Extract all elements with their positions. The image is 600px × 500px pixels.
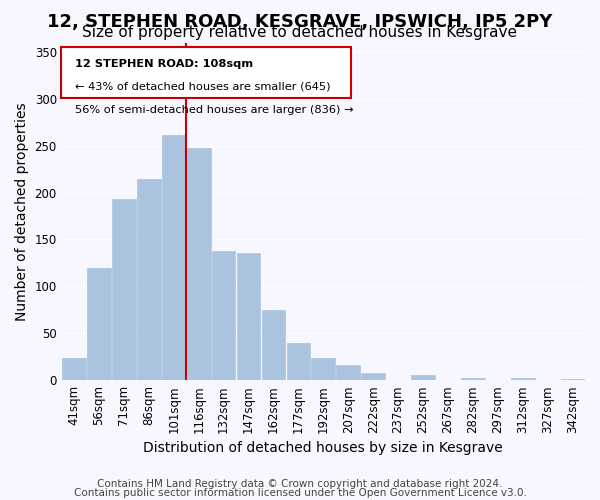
Y-axis label: Number of detached properties: Number of detached properties [15,102,29,320]
Text: 12 STEPHEN ROAD: 108sqm
← 43% of detached houses are smaller (645)
56% of semi-d: 12 STEPHEN ROAD: 108sqm ← 43% of detache… [67,52,346,92]
Bar [311,358,335,380]
Text: 56% of semi-detached houses are larger (836) →: 56% of semi-detached houses are larger (… [75,104,353,115]
X-axis label: Distribution of detached houses by size in Kesgrave: Distribution of detached houses by size … [143,441,503,455]
Text: Size of property relative to detached houses in Kesgrave: Size of property relative to detached ho… [83,25,517,40]
Text: 12, STEPHEN ROAD, KESGRAVE, IPSWICH, IP5 2PY: 12, STEPHEN ROAD, KESGRAVE, IPSWICH, IP5… [47,12,553,30]
Bar [262,310,286,380]
Bar [287,342,310,380]
Bar [461,378,485,380]
Bar [162,136,185,380]
Bar [361,372,385,380]
Text: Contains public sector information licensed under the Open Government Licence v3: Contains public sector information licen… [74,488,526,498]
Bar [212,250,235,380]
Bar [187,148,211,380]
Bar [137,180,161,380]
Bar [411,376,435,380]
Text: 12 STEPHEN ROAD: 108sqm: 12 STEPHEN ROAD: 108sqm [75,58,253,68]
Bar [337,365,360,380]
Bar [62,358,86,380]
Bar [237,252,260,380]
Bar [87,268,111,380]
Bar [511,378,535,380]
Bar [112,199,136,380]
Bar [561,379,584,380]
Text: Contains HM Land Registry data © Crown copyright and database right 2024.: Contains HM Land Registry data © Crown c… [97,479,503,489]
Text: ← 43% of detached houses are smaller (645): ← 43% of detached houses are smaller (64… [75,82,330,92]
